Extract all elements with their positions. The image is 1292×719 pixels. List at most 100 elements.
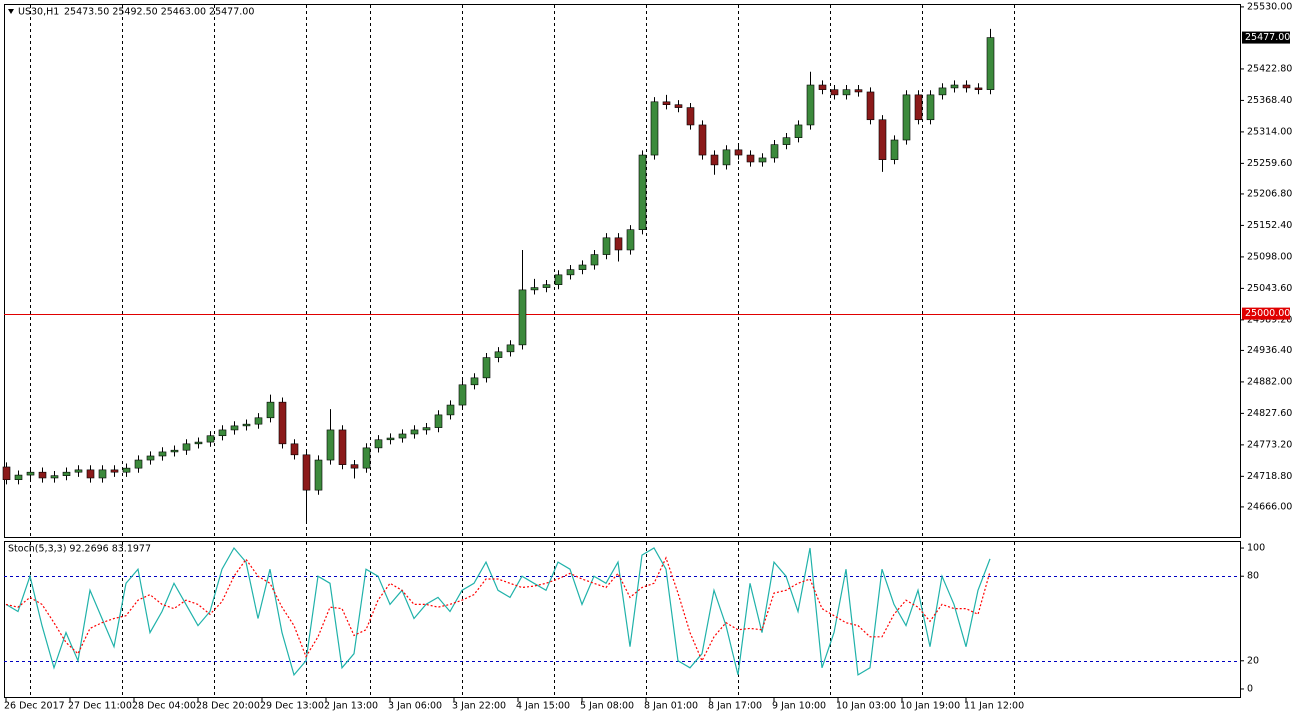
y-tick-label: 24666.00 xyxy=(1247,501,1292,512)
candle-body xyxy=(506,344,515,353)
y-tick-label: 24882.00 xyxy=(1247,376,1292,387)
candle-body xyxy=(290,443,299,456)
candle-body xyxy=(206,435,215,443)
candle-body xyxy=(302,454,311,491)
candle-body xyxy=(518,289,527,346)
y-tick-label: 24773.20 xyxy=(1247,439,1292,450)
candle-body xyxy=(758,157,767,163)
candle-body xyxy=(134,459,143,469)
candle-body xyxy=(674,104,683,108)
x-tick-label: 5 Jan 08:00 xyxy=(580,701,634,712)
x-tick-label: 8 Jan 17:00 xyxy=(708,701,762,712)
stoch-frame xyxy=(4,541,1241,698)
candle-body xyxy=(14,474,23,481)
candle-body xyxy=(98,469,107,479)
candle-body xyxy=(578,264,587,270)
candle-body xyxy=(146,455,155,461)
candle-body xyxy=(854,89,863,93)
y-tick-label: 25422.80 xyxy=(1247,63,1292,74)
candle-body xyxy=(434,414,443,428)
candle-body xyxy=(122,467,131,473)
y-tick-label: 24718.80 xyxy=(1247,471,1292,482)
candle-body xyxy=(494,351,503,358)
candle-body xyxy=(398,433,407,439)
candle-body xyxy=(662,101,671,105)
candle-body xyxy=(446,404,455,416)
candle-body xyxy=(194,441,203,445)
candle-body xyxy=(734,149,743,156)
main-frame xyxy=(4,4,1241,538)
candle-body xyxy=(950,84,959,89)
candle-body xyxy=(386,437,395,441)
x-tick-label: 10 Jan 03:00 xyxy=(836,701,896,712)
candle-body xyxy=(806,84,815,126)
candle-body xyxy=(986,37,995,90)
stoch-line xyxy=(5,556,991,663)
x-tick-label: 3 Jan 06:00 xyxy=(388,701,442,712)
price-badge xyxy=(1242,31,1290,44)
candle-body xyxy=(74,469,83,473)
price-badge-label: 25477.00 xyxy=(1245,32,1290,43)
candle-body xyxy=(110,469,119,473)
candle-body xyxy=(170,449,179,453)
candle-body xyxy=(542,284,551,288)
x-tick-label: 27 Dec 11:00 xyxy=(68,701,132,712)
candle-body xyxy=(626,229,635,251)
candle-body xyxy=(770,144,779,159)
menu-icon[interactable] xyxy=(8,9,14,14)
candle-body xyxy=(38,471,47,479)
candle-body xyxy=(470,377,479,386)
y-tick-label: 25152.40 xyxy=(1247,220,1292,231)
x-tick-label: 10 Jan 19:00 xyxy=(900,701,960,712)
candle-body xyxy=(602,237,611,255)
stoch-line xyxy=(5,546,991,677)
candle-body xyxy=(698,124,707,156)
candle-body xyxy=(938,87,947,96)
candle-body xyxy=(422,427,431,431)
x-tick-label: 3 Jan 22:00 xyxy=(452,701,506,712)
candle-body xyxy=(686,107,695,126)
stoch-title: Stoch(5,3,3) 92.2696 83.1977 xyxy=(8,544,151,555)
candle-body xyxy=(590,254,599,266)
y-tick-label: 25259.60 xyxy=(1247,158,1292,169)
candle-body xyxy=(254,417,263,425)
candle-body xyxy=(2,466,11,481)
candle-body xyxy=(26,471,35,476)
y-tick-label: 24989.20 xyxy=(1247,314,1292,325)
candle-body xyxy=(374,439,383,449)
candle-body xyxy=(314,459,323,491)
price-badge xyxy=(1242,307,1290,320)
candle-body xyxy=(230,425,239,431)
y-tick-label: 25206.80 xyxy=(1247,188,1292,199)
candle-body xyxy=(902,94,911,141)
candle-body xyxy=(566,269,575,276)
candle-body xyxy=(158,451,167,457)
candle-body xyxy=(218,429,227,437)
x-tick-label: 28 Dec 20:00 xyxy=(196,701,260,712)
candle-body xyxy=(866,91,875,121)
candle-body xyxy=(818,84,827,90)
candle-body xyxy=(554,274,563,285)
x-tick-label: 28 Dec 04:00 xyxy=(132,701,196,712)
candle-body xyxy=(242,423,251,427)
candle-body xyxy=(86,469,95,479)
candle-body xyxy=(482,357,491,379)
x-tick-label: 26 Dec 2017 xyxy=(4,701,65,712)
y-tick-label: 25530.00 xyxy=(1247,1,1292,12)
y-tick-label: 25098.00 xyxy=(1247,251,1292,262)
candle-body xyxy=(530,287,539,291)
candle-body xyxy=(278,401,287,445)
candle-body xyxy=(974,87,983,90)
candle-body xyxy=(914,94,923,121)
candle-body xyxy=(338,429,347,465)
candle-body xyxy=(362,447,371,469)
candle-body xyxy=(650,101,659,156)
candle-body xyxy=(722,149,731,166)
candle-body xyxy=(962,84,971,89)
candle-body xyxy=(50,475,59,479)
candle-body xyxy=(410,429,419,435)
candle-body xyxy=(746,154,755,163)
price-badge-label: 25000.00 xyxy=(1245,308,1290,319)
candle-body xyxy=(878,119,887,160)
